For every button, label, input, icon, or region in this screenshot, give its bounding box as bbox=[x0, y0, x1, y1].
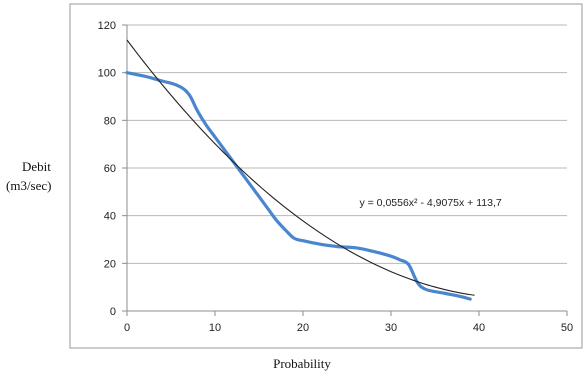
trendline-equation: y = 0,0556x² - 4,9075x + 113,7 bbox=[359, 197, 501, 209]
chart-border bbox=[69, 3, 583, 349]
y-tick-label-120: 120 bbox=[98, 20, 116, 32]
x-tick-label-0: 0 bbox=[124, 322, 130, 334]
y-tick-label-60: 60 bbox=[104, 163, 116, 175]
observed-debit-line bbox=[125, 71, 472, 301]
y-axis-label-line-2: (m3/sec) bbox=[6, 178, 51, 193]
y-tick-label-100: 100 bbox=[98, 68, 116, 80]
y-tick-label-20: 20 bbox=[104, 258, 116, 270]
y-axis-label-line-1: Debit bbox=[22, 159, 51, 174]
plot-series bbox=[125, 39, 475, 301]
y-tick-label-40: 40 bbox=[104, 211, 116, 223]
y-tick-label-80: 80 bbox=[104, 115, 116, 127]
gridlines bbox=[127, 24, 567, 264]
polynomial-trendline bbox=[126, 39, 475, 296]
x-tick-label-50: 50 bbox=[561, 322, 573, 334]
y-tick-labels: 0 20 40 60 80 100 120 bbox=[98, 20, 116, 318]
x-tick-label-30: 30 bbox=[385, 322, 397, 334]
y-tick-label-0: 0 bbox=[110, 306, 116, 318]
x-tick-label-10: 10 bbox=[209, 322, 221, 334]
x-tick-label-20: 20 bbox=[297, 322, 309, 334]
x-axis-label: Probability bbox=[273, 356, 331, 371]
x-tick-labels: 0 10 20 30 40 50 bbox=[124, 322, 573, 334]
x-tick-label-40: 40 bbox=[473, 322, 485, 334]
